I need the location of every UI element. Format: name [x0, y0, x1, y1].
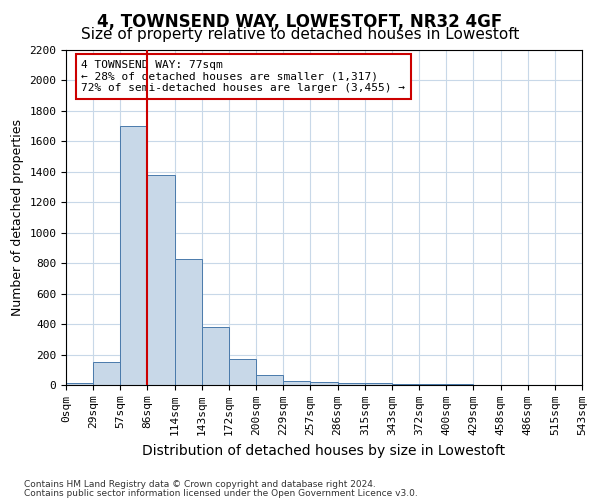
Text: Contains HM Land Registry data © Crown copyright and database right 2024.: Contains HM Land Registry data © Crown c… — [24, 480, 376, 489]
Text: 4 TOWNSEND WAY: 77sqm
← 28% of detached houses are smaller (1,317)
72% of semi-d: 4 TOWNSEND WAY: 77sqm ← 28% of detached … — [82, 60, 406, 93]
Bar — [93, 362, 121, 385]
X-axis label: Distribution of detached houses by size in Lowestoft: Distribution of detached houses by size … — [142, 444, 506, 458]
Text: Size of property relative to detached houses in Lowestoft: Size of property relative to detached ho… — [81, 28, 519, 42]
Bar — [202, 327, 229, 385]
Bar — [175, 258, 202, 385]
Bar — [283, 381, 310, 385]
Bar — [121, 126, 148, 385]
Text: 4, TOWNSEND WAY, LOWESTOFT, NR32 4GF: 4, TOWNSEND WAY, LOWESTOFT, NR32 4GF — [97, 12, 503, 30]
Bar — [256, 375, 283, 385]
Bar — [338, 382, 365, 385]
Bar — [229, 359, 256, 385]
Bar — [148, 175, 175, 385]
Bar — [365, 384, 392, 385]
Bar — [66, 384, 93, 385]
Bar — [392, 384, 419, 385]
Y-axis label: Number of detached properties: Number of detached properties — [11, 119, 24, 316]
Text: Contains public sector information licensed under the Open Government Licence v3: Contains public sector information licen… — [24, 489, 418, 498]
Bar — [310, 382, 338, 385]
Bar — [419, 384, 446, 385]
Bar — [446, 384, 473, 385]
